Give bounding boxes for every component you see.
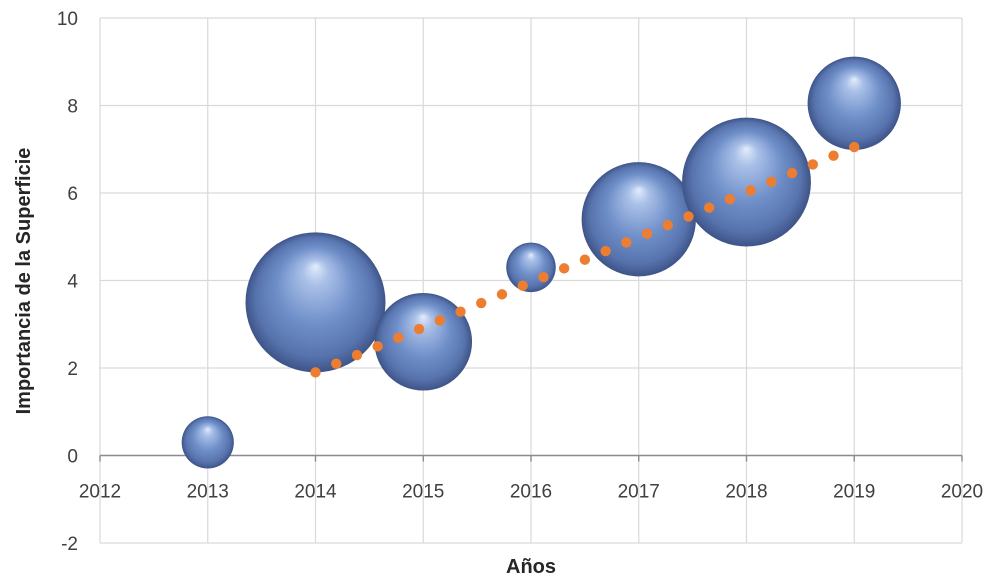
trendline-dot (558, 263, 570, 274)
x-tick-label: 2012 (79, 482, 121, 503)
bubble-series (181, 56, 901, 469)
x-axis-title: Años (506, 556, 556, 578)
y-tick-label: 10 (57, 9, 78, 30)
trendline-dot (600, 245, 611, 257)
x-tick-label: 2015 (402, 482, 444, 503)
trendline-dot (476, 297, 487, 309)
bubble-2019 (807, 56, 901, 150)
bubble-2014 (245, 232, 386, 373)
y-tick-label: -2 (61, 534, 78, 555)
bubble-2016 (506, 242, 556, 293)
trendline-dot (434, 315, 446, 326)
x-tick-labels: 2012 2013 2014 2015 2016 2017 2018 2019 2020 (79, 482, 983, 503)
y-tick-labels: -2 0 2 4 6 8 10 (57, 9, 79, 555)
trendline-dot (745, 185, 756, 196)
y-tick-label: 4 (67, 272, 78, 293)
trendline-dot (786, 167, 798, 179)
trendline-dot (828, 150, 839, 161)
bubble-2013 (181, 416, 234, 469)
trendline-dot (724, 193, 736, 205)
trendline-dot (538, 271, 549, 283)
trendline-dot (455, 306, 466, 317)
bubble-2017 (581, 162, 696, 277)
trendline-dot (393, 332, 404, 343)
x-tick-label: 2016 (510, 482, 552, 503)
x-tick-label: 2017 (618, 482, 660, 503)
trendline-dot (662, 219, 673, 231)
trendline-dot (807, 159, 819, 170)
trendline-dot (621, 237, 632, 248)
x-tick-label: 2013 (187, 482, 229, 503)
trendline (310, 141, 860, 378)
trendline-dot (641, 228, 653, 239)
trendline-dot (413, 323, 425, 335)
trendline-dot (331, 358, 342, 369)
y-tick-label: 8 (67, 97, 78, 118)
trendline-dot (579, 254, 591, 265)
y-tick-label: 6 (67, 184, 78, 205)
trendline-dot (766, 176, 777, 187)
trendline-dot (372, 341, 383, 352)
trendline-dot (683, 211, 694, 222)
trendline-dot (704, 202, 715, 213)
bubble-2015 (374, 292, 473, 391)
x-tick-label: 2014 (294, 482, 337, 503)
bubble-2018 (682, 117, 811, 247)
y-axis-title: Importancia de la Superficie (13, 148, 35, 415)
y-tick-label: 2 (67, 359, 78, 380)
trendline-dot (849, 141, 860, 153)
trendline-dot (517, 280, 528, 291)
trendline-dot (496, 289, 508, 300)
x-tick-label: 2019 (833, 482, 875, 503)
x-tick-label: 2018 (725, 482, 767, 503)
trendline-dot (310, 367, 321, 378)
trendline-dot (351, 349, 363, 361)
x-tick-label: 2020 (941, 482, 983, 503)
y-tick-label: 0 (67, 447, 78, 468)
